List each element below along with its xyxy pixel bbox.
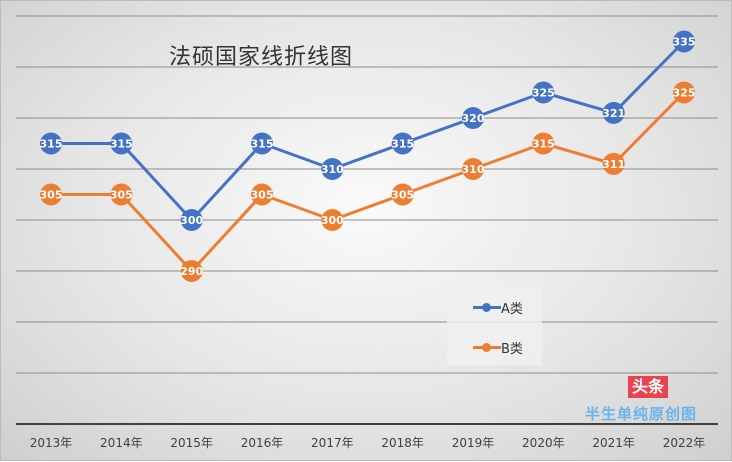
legend-label-b: B类 [501, 341, 523, 357]
data-label: 315 [391, 138, 414, 151]
data-label: 300 [321, 214, 344, 227]
legend: A类 B类 [447, 287, 542, 365]
legend-marker-b [473, 342, 501, 352]
data-point [391, 183, 414, 206]
data-point [532, 81, 555, 104]
data-label: 305 [251, 189, 274, 202]
x-tick-label: 2021年 [592, 436, 635, 450]
data-point [462, 107, 484, 129]
data-point [110, 132, 133, 155]
data-label: 310 [321, 163, 344, 176]
data-label: 325 [532, 87, 555, 100]
x-tick-label: 2017年 [311, 436, 354, 450]
data-label: 325 [673, 87, 696, 100]
data-point [40, 132, 62, 155]
legend-marker-a [473, 302, 501, 312]
watermark-badge: 头条 [628, 376, 669, 398]
data-label: 305 [110, 189, 133, 202]
data-label: 290 [180, 265, 203, 278]
series-line-0 [51, 40, 686, 222]
x-tick-label: 2020年 [522, 436, 565, 450]
data-label: 320 [462, 112, 485, 125]
data-point [321, 209, 344, 231]
data-label: 311 [602, 158, 625, 171]
series-line-1 [51, 91, 686, 273]
data-point [602, 152, 625, 175]
x-tick-label: 2016年 [241, 436, 284, 450]
data-point [321, 158, 344, 180]
data-point [251, 132, 273, 155]
x-tick-label: 2014年 [100, 436, 143, 450]
x-tick-label: 2022年 [663, 436, 706, 450]
x-tick-label: 2013年 [30, 436, 73, 450]
data-label: 315 [251, 138, 274, 151]
data-label: 310 [462, 163, 485, 176]
data-label: 305 [40, 189, 63, 202]
data-label: 315 [110, 138, 133, 151]
x-tick-label: 2015年 [170, 436, 213, 450]
data-point [251, 183, 273, 206]
legend-label-a: A类 [501, 301, 523, 317]
data-point [673, 30, 695, 53]
data-label: 305 [391, 189, 414, 202]
data-label: 315 [40, 138, 63, 151]
data-point [462, 158, 484, 180]
data-point [602, 101, 625, 124]
data-point [673, 81, 695, 104]
data-point [110, 183, 133, 206]
data-label: 335 [673, 36, 696, 49]
data-label: 321 [602, 107, 625, 120]
data-point [180, 209, 203, 231]
x-tick-label: 2018年 [381, 436, 424, 450]
data-point [180, 260, 203, 282]
chart-title: 法硕国家线折线图 [169, 45, 354, 70]
data-label: 300 [180, 214, 203, 227]
data-point [532, 132, 555, 155]
x-tick-label: 2019年 [452, 436, 495, 450]
data-point [391, 132, 414, 155]
legend-item-b: B类 [447, 337, 523, 357]
legend-item-a: A类 [447, 297, 523, 317]
watermark-text: 半生单纯原创图 [585, 405, 698, 423]
data-point [40, 183, 62, 206]
data-label: 315 [532, 138, 555, 151]
